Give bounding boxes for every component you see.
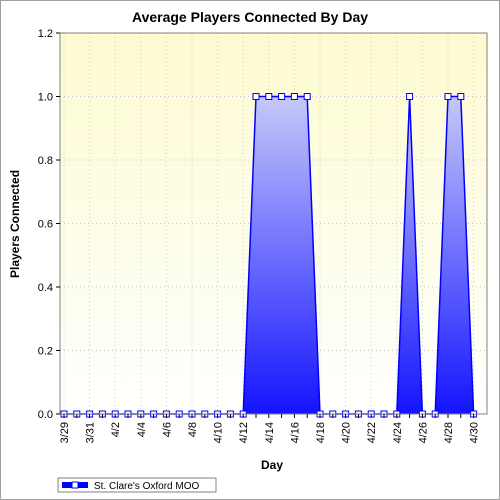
legend-marker xyxy=(71,481,79,489)
x-axis-title: Day xyxy=(261,458,283,472)
x-tick-label: 4/22 xyxy=(366,422,378,443)
x-tick-label: 4/2 xyxy=(110,422,122,437)
x-tick-label: 4/10 xyxy=(213,422,225,443)
y-tick-label: 1.2 xyxy=(38,28,53,40)
data-point xyxy=(457,93,465,100)
legend-box xyxy=(57,477,217,493)
legend-label: St. Clare's Oxford MOO xyxy=(94,481,199,492)
x-tick-label: 3/29 xyxy=(59,422,71,443)
x-tick-label: 3/31 xyxy=(85,422,97,443)
x-tick-label: 4/4 xyxy=(136,422,148,437)
data-point xyxy=(406,93,414,100)
y-tick-label: 0.2 xyxy=(38,346,53,358)
y-tick-label: 1.0 xyxy=(38,92,53,104)
data-point xyxy=(252,93,260,100)
y-tick-label: 0.0 xyxy=(38,409,53,421)
x-tick-label: 4/18 xyxy=(315,422,327,443)
y-axis-title: Players Connected xyxy=(8,170,22,278)
x-tick-label: 4/24 xyxy=(392,422,404,443)
area-fill xyxy=(64,96,474,414)
x-tick-label: 4/12 xyxy=(238,422,250,443)
x-tick-label: 4/6 xyxy=(161,422,173,437)
y-tick-label: 0.6 xyxy=(38,219,53,231)
x-tick-label: 4/30 xyxy=(469,422,481,443)
x-tick-label: 4/14 xyxy=(264,422,276,443)
x-tick-label: 4/20 xyxy=(341,422,353,443)
x-tick-label: 4/16 xyxy=(289,422,301,443)
x-tick-label: 4/28 xyxy=(443,422,455,443)
data-point xyxy=(303,93,311,100)
y-axis: 0.0 0.2 0.4 0.6 0.8 1.0 1.2 xyxy=(38,28,60,421)
x-axis: 3/29 3/31 4/2 4/4 4/6 4/8 4/10 4/12 4/14 4/16 4/18… xyxy=(59,414,481,443)
chart-title: Average Players Connected By Day xyxy=(132,9,368,25)
y-tick-label: 0.8 xyxy=(38,155,53,167)
data-point xyxy=(265,93,273,100)
data-point xyxy=(444,93,452,100)
y-tick-label: 0.4 xyxy=(38,282,53,294)
data-point xyxy=(278,93,286,100)
x-tick-label: 4/26 xyxy=(417,422,429,443)
data-point xyxy=(290,93,298,100)
x-tick-label: 4/8 xyxy=(187,422,199,437)
legend: St. Clare's Oxford MOO xyxy=(57,477,217,493)
